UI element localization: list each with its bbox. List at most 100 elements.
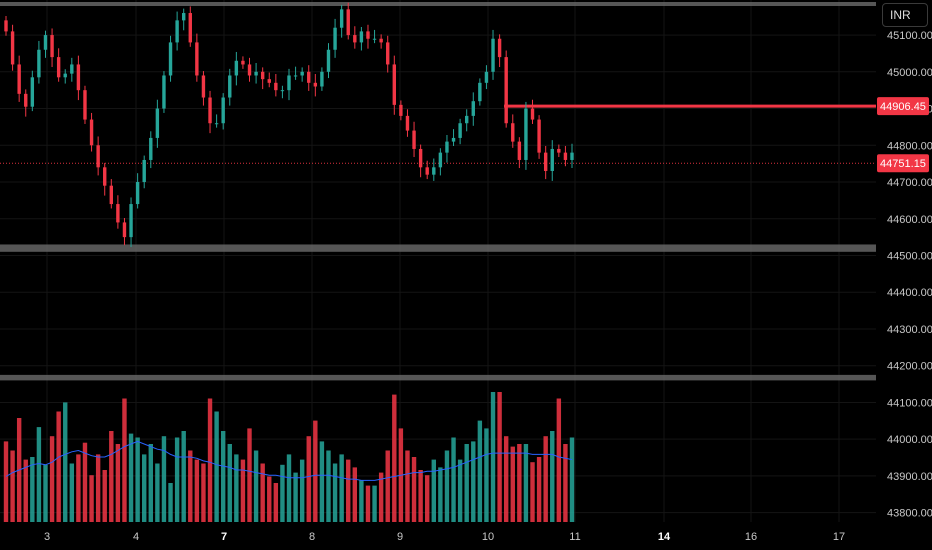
volume-bar	[563, 444, 568, 522]
candle-body	[405, 115, 410, 131]
price-tick-label: 44000.00	[887, 434, 932, 446]
candle-body	[168, 42, 173, 76]
volume-bar	[148, 444, 153, 522]
volume-bar	[550, 431, 555, 522]
volume-bar	[260, 463, 265, 522]
volume-bar	[247, 428, 252, 522]
volume-bar	[477, 420, 483, 522]
candle-body	[195, 42, 199, 76]
candle-body	[570, 152, 574, 160]
candle-body	[504, 57, 508, 124]
volume-bar	[365, 485, 371, 522]
candle-body	[392, 64, 397, 105]
volume-bar	[431, 459, 436, 522]
date-tick-label: 17	[833, 531, 845, 543]
volume-bar	[227, 444, 232, 522]
candle-body	[50, 35, 54, 58]
candle-body	[511, 123, 515, 142]
candle-body	[4, 20, 8, 32]
volume-bar	[543, 436, 548, 522]
candle-body	[372, 38, 377, 40]
candle-body	[37, 49, 41, 78]
volume-bar	[438, 467, 443, 522]
candle-body	[293, 75, 298, 77]
candle-body	[563, 152, 568, 160]
candle-body	[267, 79, 271, 83]
candle-body	[280, 90, 285, 92]
candle-body	[201, 75, 206, 98]
candle-body	[175, 20, 179, 43]
candle-body	[432, 167, 436, 175]
last-price-badge: 44751.15	[880, 158, 926, 170]
date-tick-label: 14	[658, 531, 671, 543]
volume-bar	[194, 459, 200, 522]
candle-body	[471, 101, 475, 116]
volume-bar	[76, 454, 81, 522]
volume-bar	[188, 450, 193, 522]
volume-bar	[510, 446, 515, 522]
volume-bar	[556, 398, 562, 522]
candle-body	[412, 130, 416, 149]
volume-bar	[464, 444, 469, 522]
volume-bar	[457, 459, 463, 522]
candle-body	[135, 182, 140, 205]
volume-bar	[425, 475, 430, 522]
volume-bar	[23, 459, 28, 522]
candle-body	[63, 73, 67, 78]
volume-bar	[359, 480, 364, 522]
currency-button[interactable]: INR	[882, 3, 928, 27]
candle-body	[24, 93, 28, 107]
volume-bar	[201, 463, 206, 522]
candle-body	[17, 64, 21, 94]
volume-bar	[280, 464, 285, 522]
volume-bar	[220, 431, 226, 522]
volume-bar	[418, 470, 423, 522]
candle-body	[76, 64, 81, 91]
candle-body	[247, 64, 252, 76]
candle-body	[418, 148, 423, 168]
candle-body	[346, 9, 350, 36]
volume-bar	[372, 485, 377, 522]
candle-body	[497, 38, 502, 58]
volume-bar	[332, 463, 338, 522]
price-tick-label: 43900.00	[887, 471, 932, 483]
volume-bar	[207, 398, 213, 522]
volume-bar	[240, 459, 246, 522]
candle-body	[326, 49, 331, 72]
volume-bar	[451, 437, 456, 522]
volume-bar	[411, 457, 417, 522]
volume-bar	[273, 483, 279, 522]
candle-body	[241, 60, 245, 65]
date-tick-label: 4	[133, 531, 139, 543]
volume-bar	[299, 459, 305, 522]
candle-body	[458, 123, 462, 138]
candle-body	[234, 60, 239, 76]
candle-body	[451, 137, 456, 142]
volume-bar	[135, 437, 140, 522]
last-price-badge-bg	[877, 154, 929, 173]
volume-bar	[10, 450, 15, 522]
volume-bar	[490, 392, 496, 522]
candle-body	[386, 42, 390, 65]
candle-body	[524, 108, 528, 160]
date-tick-label: 10	[482, 531, 494, 543]
volume-bar	[319, 441, 325, 522]
volume-bar	[234, 454, 239, 522]
candle-body	[83, 90, 87, 120]
price-tick-label: 44600.00	[887, 214, 932, 226]
candle-body	[254, 71, 258, 76]
candle-body	[116, 204, 120, 223]
candle-body	[359, 31, 364, 43]
price-tick-label: 44700.00	[887, 177, 932, 189]
candle-body	[214, 123, 219, 125]
volume-bar	[253, 450, 259, 522]
date-tick-label: 7	[221, 531, 227, 543]
volume-bar	[69, 463, 75, 522]
candle-body	[366, 31, 370, 39]
volume-bar	[405, 450, 410, 522]
volume-bar	[339, 454, 344, 522]
date-tick-label: 9	[397, 531, 403, 543]
volume-bar	[484, 428, 489, 522]
